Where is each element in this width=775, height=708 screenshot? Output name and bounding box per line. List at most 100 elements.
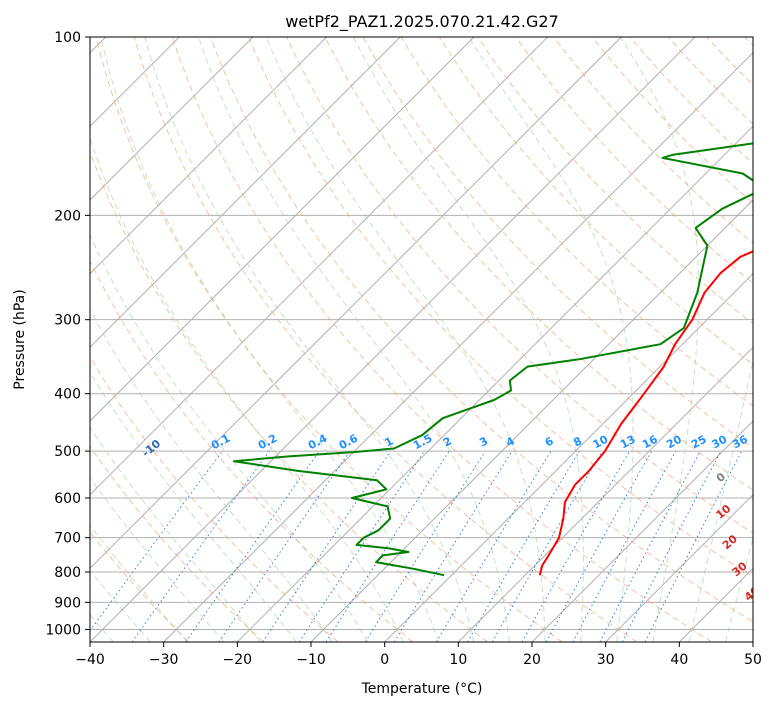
mixing-ratio-line <box>545 450 653 642</box>
y-tick-label: 300 <box>54 313 81 329</box>
y-tick-label: 500 <box>54 444 81 460</box>
y-axis: 100 200 300 400 500 600 700 800 900 1000 <box>45 30 90 638</box>
moist-adiabat <box>90 524 188 642</box>
mixing-ratio-line <box>325 450 450 642</box>
dry-adiabat-label: -10 <box>140 437 164 460</box>
isotherm-gridline <box>752 641 753 642</box>
mixing-ratio-label: 20 <box>664 433 684 452</box>
dry-adiabat <box>324 37 753 491</box>
mixing-ratio-label: 8 <box>571 434 584 449</box>
y-tick-label: 400 <box>54 387 81 403</box>
moist-adiabat <box>90 569 151 642</box>
isotherm-gridline <box>90 37 696 642</box>
dry-adiabat <box>668 37 753 125</box>
moist-adiabat-label: 0 <box>714 470 728 485</box>
mixing-ratio-label: 0.1 <box>209 432 232 453</box>
plot-area: 0.10.20.40.611.52346810131620253036-100-… <box>0 37 762 642</box>
isotherm-gridline <box>90 37 549 496</box>
dry-adiabat <box>438 37 753 366</box>
moist-adiabat <box>90 371 297 642</box>
x-tick-label: 30 <box>597 652 615 668</box>
plot-frame <box>89 36 754 643</box>
mixing-ratio-label: 13 <box>618 433 638 452</box>
x-tick-label: 40 <box>670 652 688 668</box>
y-tick-label: 100 <box>54 30 81 46</box>
mixing-ratio-line <box>298 450 425 642</box>
series-lines <box>233 142 753 577</box>
moist-adiabat-label: 10 <box>713 502 733 522</box>
x-tick-label: −10 <box>296 652 326 668</box>
mixing-ratio-label: 10 <box>591 433 611 452</box>
mixing-ratio-line <box>599 450 701 642</box>
isotherm-gridline <box>236 125 753 642</box>
dry-adiabat <box>553 37 753 244</box>
moist-adiabat <box>100 37 439 642</box>
moist-adiabat <box>198 37 510 642</box>
y-tick-label: 1000 <box>45 622 81 638</box>
y-axis-label: Pressure (hPa) <box>12 289 28 389</box>
moist-adiabat-label: 40 <box>742 584 762 604</box>
mixing-ratio-line <box>185 450 320 642</box>
y-tick-label: 800 <box>54 565 81 581</box>
mixing-ratio-line <box>364 450 486 642</box>
mixing-ratio-label: 1 <box>383 434 396 449</box>
mixing-ratio-line <box>262 450 392 642</box>
dry-adiabat <box>286 37 753 534</box>
moist-adiabat <box>725 536 753 642</box>
mixing-ratio-line <box>131 450 270 642</box>
dry-adiabat <box>90 150 488 642</box>
mixing-ratio-line <box>467 450 580 642</box>
dry-adiabat <box>90 356 339 642</box>
dry-adiabat <box>90 531 190 642</box>
moist-adiabat <box>265 37 546 642</box>
dry-adiabat <box>210 37 753 623</box>
dry-adiabat-label: -30 <box>0 370 4 393</box>
moist-adiabat-label: 20 <box>720 532 740 552</box>
dewpoint-profile-line <box>233 142 753 577</box>
mixing-ratio-label: 6 <box>543 434 556 449</box>
dry-adiabat <box>90 445 264 642</box>
isotherm-gridline <box>457 346 753 642</box>
dry-adiabat <box>591 37 753 204</box>
moist-adiabat <box>90 426 261 642</box>
mixing-ratio-label: 16 <box>640 433 660 452</box>
dry-adiabat <box>90 259 414 642</box>
x-axis: −40 −30 −20 −10 0 10 20 30 40 50 <box>75 642 762 668</box>
moist-adiabat <box>620 37 700 642</box>
moist-adiabat <box>688 358 753 642</box>
x-tick-label: 10 <box>449 652 467 668</box>
mixing-ratio-line <box>90 450 223 632</box>
dry-adiabat <box>706 37 753 86</box>
isotherm-gridline <box>605 493 753 642</box>
isotherm-gridline <box>90 37 328 275</box>
y-tick-label: 700 <box>54 531 81 547</box>
isotherm-gridline <box>90 37 622 570</box>
mixing-ratio-line <box>218 450 351 642</box>
isotherm-gridline <box>90 37 475 422</box>
mixing-ratio-label: 0.4 <box>306 432 330 453</box>
moist-adiabat <box>90 477 225 642</box>
moist-adiabat <box>90 136 404 642</box>
x-axis-label: Temperature (°C) <box>361 681 483 697</box>
mixing-ratio-label: 25 <box>689 433 709 452</box>
isotherm-gridline <box>163 51 753 642</box>
isotherm-gridline <box>90 37 254 201</box>
dry-adiabat-label: -20 <box>59 407 83 430</box>
mixing-ratio-line <box>572 450 677 642</box>
mixing-ratio-line <box>393 450 513 642</box>
x-tick-label: −20 <box>223 652 253 668</box>
dry-adiabat <box>515 37 753 284</box>
moist-adiabat <box>90 233 369 642</box>
isotherm-gridline <box>384 272 753 642</box>
x-tick-label: 0 <box>380 652 389 668</box>
isotherm-gridline <box>531 420 753 642</box>
mixing-ratio-line <box>435 450 552 642</box>
x-tick-label: 20 <box>523 652 541 668</box>
chart-title: wetPf2_PAZ1.2025.070.21.42.G27 <box>285 12 559 32</box>
dry-adiabat <box>133 37 638 642</box>
x-tick-label: 50 <box>744 652 762 668</box>
y-tick-label: 900 <box>54 595 81 611</box>
moist-adiabat <box>144 37 475 642</box>
temperature-profile-line <box>538 250 753 576</box>
dry-adiabat <box>95 37 563 642</box>
